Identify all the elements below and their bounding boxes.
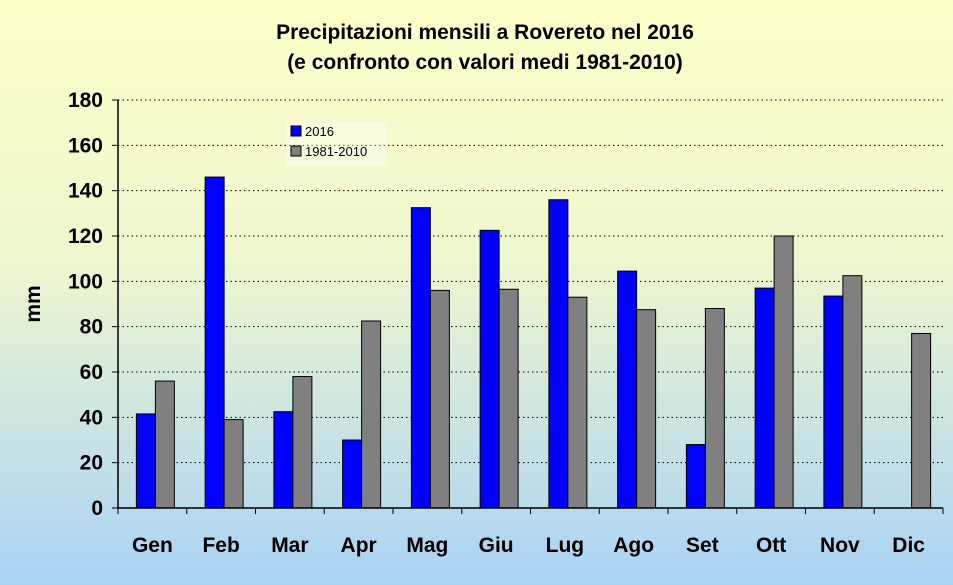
y-tick-label: 60 bbox=[80, 361, 103, 384]
bar-1981-2010-Dic bbox=[911, 332, 932, 509]
y-tick-labels: 0 20 40 60 80 100 120 140 160 180 bbox=[68, 89, 103, 520]
bar-1981-2010-Ago bbox=[636, 309, 657, 509]
legend-box bbox=[286, 122, 387, 166]
x-tick-label: Feb bbox=[202, 534, 239, 557]
y-tick-label: 0 bbox=[91, 497, 103, 520]
x-tick-label: Apr bbox=[341, 534, 377, 557]
axes bbox=[117, 100, 944, 514]
bar-2016-Nov bbox=[823, 295, 844, 509]
y-tick-label: 100 bbox=[68, 270, 103, 293]
legend-swatch bbox=[290, 145, 302, 157]
y-tick-label: 160 bbox=[68, 134, 103, 157]
x-tick-label: Set bbox=[686, 534, 719, 557]
x-tick-label: Mar bbox=[271, 534, 308, 557]
bar-1981-2010-Gen bbox=[154, 380, 175, 509]
gridlines bbox=[112, 99, 943, 509]
bar-1981-2010-Ott bbox=[773, 235, 794, 509]
bar-2016-Ott bbox=[754, 287, 775, 509]
bar-2016-Lug bbox=[548, 199, 569, 509]
bar-1981-2010-Nov bbox=[842, 275, 863, 509]
bar-2016-Giu bbox=[479, 229, 500, 509]
bar-2016-Gen bbox=[135, 413, 156, 509]
legend-label: 2016 bbox=[305, 124, 334, 139]
x-tick-label: Lug bbox=[546, 534, 584, 557]
bars bbox=[135, 176, 932, 509]
x-tick-label: Gen bbox=[132, 534, 173, 557]
x-tick-label: Ott bbox=[756, 534, 786, 557]
bar-1981-2010-Mar bbox=[292, 376, 313, 509]
legend-label: 1981-2010 bbox=[305, 144, 367, 159]
y-axis-label: mm bbox=[22, 285, 45, 322]
y-tick-label: 40 bbox=[80, 406, 103, 429]
legend-swatch bbox=[290, 125, 302, 137]
bar-2016-Set bbox=[685, 444, 706, 509]
bar-1981-2010-Mag bbox=[429, 289, 450, 509]
bar-1981-2010-Giu bbox=[498, 288, 519, 509]
legend: 2016 1981-2010 bbox=[286, 122, 387, 166]
bar-2016-Apr bbox=[342, 439, 363, 509]
y-tick-label: 120 bbox=[68, 225, 103, 248]
bar-2016-Feb bbox=[204, 176, 225, 509]
y-tick-label: 180 bbox=[68, 89, 103, 112]
chart-title-line-2: (e confronto con valori medi 1981-2010) bbox=[287, 51, 683, 74]
y-tick-label: 20 bbox=[80, 452, 103, 475]
bar-2016-Ago bbox=[617, 270, 638, 509]
y-tick-label: 140 bbox=[68, 180, 103, 203]
bar-2016-Mag bbox=[410, 207, 431, 509]
x-tick-label: Nov bbox=[820, 534, 860, 557]
x-tick-label: Dic bbox=[892, 534, 925, 557]
bar-1981-2010-Lug bbox=[567, 296, 588, 509]
bar-1981-2010-Set bbox=[704, 308, 725, 509]
bar-1981-2010-Apr bbox=[361, 320, 382, 509]
y-tick-label: 80 bbox=[80, 316, 103, 339]
chart-title-line-1: Precipitazioni mensili a Rovereto nel 20… bbox=[276, 21, 694, 44]
x-tick-labels: Gen Feb Mar Apr Mag Giu Lug Ago Set Ott Nov Dic bbox=[132, 534, 925, 557]
x-tick-label: Giu bbox=[479, 534, 514, 557]
bar-2016-Mar bbox=[273, 411, 294, 509]
x-tick-label: Ago bbox=[613, 534, 654, 557]
bar-1981-2010-Feb bbox=[223, 419, 244, 509]
x-tick-label: Mag bbox=[406, 534, 448, 557]
